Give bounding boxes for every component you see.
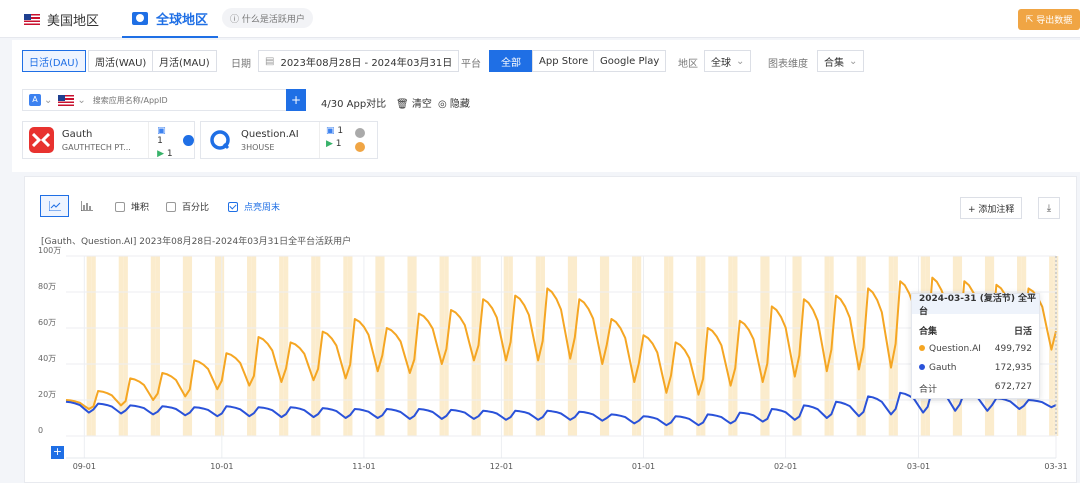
line-chart-button[interactable] bbox=[40, 195, 69, 217]
ios-count: 1 bbox=[157, 136, 163, 146]
add-annotation-button[interactable]: + 添加注释 bbox=[960, 197, 1023, 219]
tab-wau[interactable]: 周活(WAU) bbox=[88, 50, 154, 72]
platform-app-store[interactable]: App Store bbox=[532, 50, 596, 72]
us-flag-icon[interactable] bbox=[58, 94, 75, 106]
tab-us-region-label: 美国地区 bbox=[47, 13, 100, 29]
compare-count: 4/30 App对比 bbox=[321, 99, 387, 110]
series-name: Question.AI bbox=[929, 344, 981, 354]
series-value: 499,792 bbox=[994, 344, 1032, 354]
date-range-picker[interactable]: ▤ 2023年08月28日 - 2024年03月31日 bbox=[258, 50, 460, 72]
close-icon[interactable] bbox=[355, 128, 366, 138]
ios-icon: ▣ bbox=[326, 126, 335, 136]
bar-chart-button[interactable] bbox=[75, 195, 99, 217]
checked-icon bbox=[228, 201, 238, 212]
tooltip-col-left: 合集 bbox=[919, 327, 938, 337]
bar-chart-icon bbox=[81, 201, 93, 211]
trash-icon: 🗑 bbox=[396, 99, 409, 110]
series-name: Gauth bbox=[929, 363, 957, 373]
search-bar: A ⌄ ⌄ bbox=[22, 89, 294, 111]
question-ai-logo-icon bbox=[207, 127, 233, 153]
tab-us-region[interactable]: 美国地区 bbox=[24, 0, 99, 38]
tooltip-row: 合计 672,727 bbox=[919, 382, 1032, 395]
ios-count: 1 bbox=[337, 126, 344, 136]
stack-label: 堆积 bbox=[131, 203, 150, 213]
region-label: 地区 bbox=[678, 59, 698, 70]
eye-icon: ◎ bbox=[438, 99, 447, 110]
ios-icon: ▣ bbox=[157, 126, 166, 136]
android-count: 1 bbox=[166, 149, 173, 159]
tab-global-region[interactable]: 全球地区 bbox=[122, 0, 219, 38]
android-icon: ▶ bbox=[157, 149, 164, 159]
globe-icon bbox=[132, 11, 148, 25]
platform-google-play[interactable]: Google Play bbox=[593, 50, 667, 72]
chevron-down-icon: ⌄ bbox=[77, 94, 86, 106]
download-icon[interactable]: ⤓ bbox=[1038, 197, 1060, 219]
series-name: 合计 bbox=[919, 385, 938, 395]
chart-title: [Gauth、Question.AI] 2023年08月28日-2024年03月… bbox=[41, 237, 352, 247]
tooltip-row: Gauth 172,935 bbox=[919, 363, 1032, 373]
chevron-down-icon: ⌄ bbox=[736, 55, 745, 67]
chevron-down-icon: ⌄ bbox=[44, 94, 53, 106]
checkbox-icon bbox=[166, 201, 176, 212]
line-chart-icon bbox=[48, 201, 61, 211]
legend-dot-icon bbox=[919, 345, 925, 351]
tooltip-col-right: 日活 bbox=[1013, 327, 1032, 337]
date-range-value: 2023年08月28日 - 2024年03月31日 bbox=[280, 57, 453, 69]
us-flag-icon bbox=[24, 13, 40, 25]
add-app-button[interactable]: + bbox=[286, 89, 306, 111]
app-name: Question.AI bbox=[241, 128, 299, 140]
top-bar: 美国地区 全球地区 ⓘ 什么是活跃用户 ⇱ 导出数据 bbox=[0, 0, 1080, 38]
tooltip-title: 2024-03-31 (复活节) 全平台 bbox=[912, 294, 1039, 317]
dimension-label: 图表维度 bbox=[768, 59, 808, 70]
android-count: 1 bbox=[335, 139, 342, 149]
series-value: 672,727 bbox=[994, 382, 1032, 392]
legend-dot-icon bbox=[919, 364, 925, 370]
region-value: 全球 bbox=[711, 57, 731, 69]
platform-all[interactable]: 全部 bbox=[489, 50, 533, 72]
series-value: 172,935 bbox=[994, 363, 1032, 373]
app-card-question-ai[interactable]: Question.AI 3HOUSE ▣ 1 ▶ 1 bbox=[200, 121, 378, 159]
platform-label: 平台 bbox=[461, 59, 481, 70]
expand-button[interactable]: + bbox=[51, 445, 64, 459]
tooltip-row: Question.AI 499,792 bbox=[919, 344, 1032, 354]
app-publisher: 3HOUSE bbox=[241, 142, 275, 152]
hide-label: 隐藏 bbox=[449, 99, 470, 110]
calendar-icon: ▤ bbox=[265, 55, 275, 67]
app-name: Gauth bbox=[61, 128, 93, 140]
app-publisher: GAUTHTECH PT... bbox=[61, 142, 131, 152]
weekend-checkbox[interactable]: 点亮周末 bbox=[228, 200, 280, 213]
tab-global-region-label: 全球地区 bbox=[156, 12, 209, 28]
region-select[interactable]: 全球 ⌄ bbox=[704, 50, 752, 72]
percent-checkbox[interactable]: 百分比 bbox=[166, 200, 209, 213]
export-icon: ⇱ bbox=[1025, 14, 1034, 25]
warning-icon bbox=[355, 142, 366, 152]
dimension-value: 合集 bbox=[824, 57, 844, 69]
app-store-icon[interactable]: A bbox=[29, 94, 41, 106]
weekend-label: 点亮周末 bbox=[244, 203, 281, 213]
tab-dau[interactable]: 日活(DAU) bbox=[22, 50, 86, 72]
app-card-gauth[interactable]: Gauth GAUTHTECH PT... ▣ 1 ▶ 1 bbox=[22, 121, 195, 159]
clear-label: 清空 bbox=[411, 99, 432, 110]
percent-label: 百分比 bbox=[182, 203, 210, 213]
search-input[interactable] bbox=[92, 95, 263, 105]
chevron-down-icon: ⌄ bbox=[849, 55, 858, 67]
export-label: 导出数据 bbox=[1036, 16, 1073, 26]
gauth-logo-icon bbox=[29, 127, 54, 153]
chart-tooltip: 2024-03-31 (复活节) 全平台 合集 日活 Question.AI 4… bbox=[911, 293, 1040, 399]
android-icon: ▶ bbox=[326, 139, 333, 149]
export-button[interactable]: ⇱ 导出数据 bbox=[1018, 9, 1080, 30]
stack-checkbox[interactable]: 堆积 bbox=[115, 200, 149, 213]
clear-button[interactable]: 🗑 清空 bbox=[396, 95, 432, 110]
filter-panel: 日活(DAU) 周活(WAU) 月活(MAU) 日期 ▤ 2023年08月28日… bbox=[12, 40, 1080, 172]
date-label: 日期 bbox=[231, 59, 251, 70]
hide-button[interactable]: ◎ 隐藏 bbox=[438, 95, 470, 110]
dimension-select[interactable]: 合集 ⌄ bbox=[817, 50, 865, 72]
verified-icon bbox=[183, 134, 194, 146]
what-is-active-user-link[interactable]: ⓘ 什么是活跃用户 bbox=[222, 8, 313, 28]
tab-mau[interactable]: 月活(MAU) bbox=[152, 50, 217, 72]
checkbox-icon bbox=[115, 201, 125, 212]
